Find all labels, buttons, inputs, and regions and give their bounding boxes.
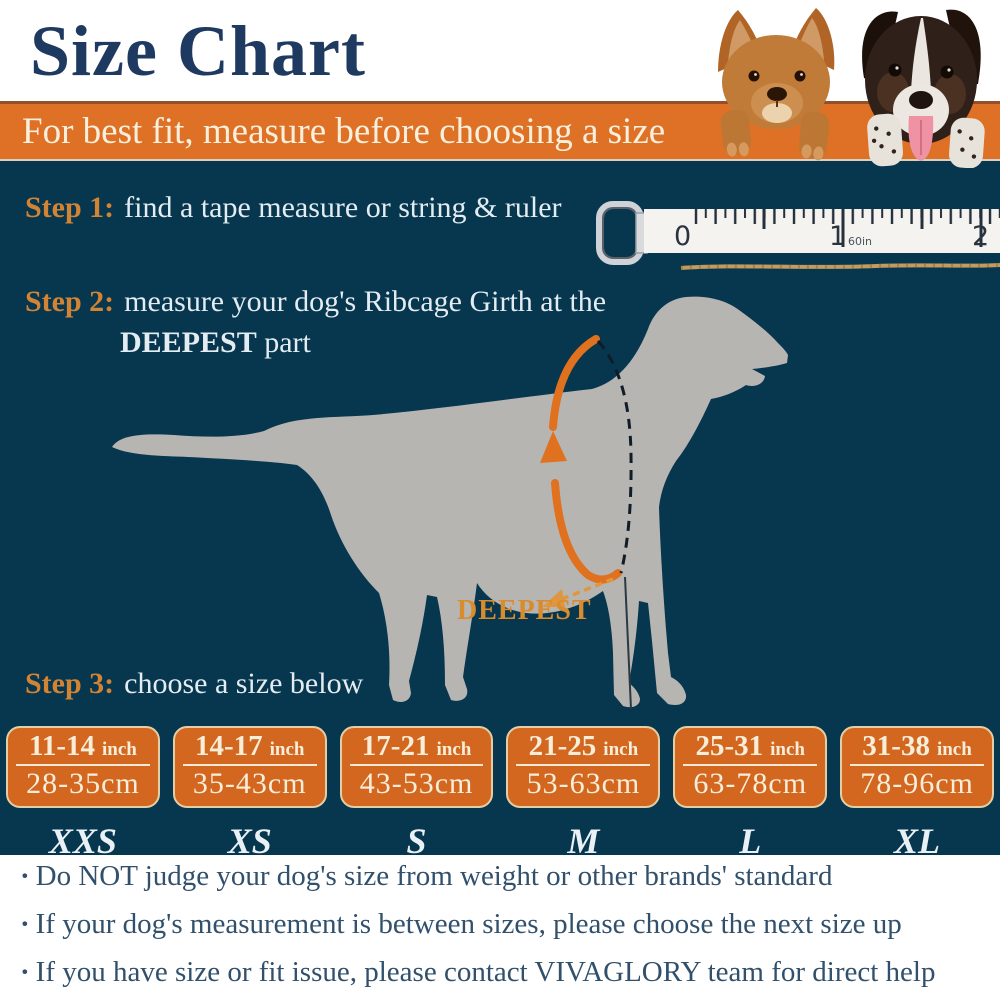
size-box-xxs: 11-14 inch 28-35cm bbox=[6, 726, 160, 808]
dog-measurement-diagram bbox=[112, 296, 788, 710]
size-letter: XXS bbox=[48, 821, 117, 861]
size-range-inch: 14-17 bbox=[194, 730, 263, 762]
size-range-inch: 25-31 bbox=[695, 730, 764, 762]
deepest-pointer-arrowhead bbox=[542, 589, 565, 607]
step-2-text-line2: DEEPEST part bbox=[120, 326, 311, 360]
size-box-m: 21-25 inch 53-63cm bbox=[506, 726, 661, 808]
banner-text: For best fit, measure before choosing a … bbox=[22, 111, 666, 152]
tape-number-2: 2 bbox=[972, 221, 989, 252]
size-range-inch: 17-21 bbox=[361, 730, 430, 762]
note-line: · If your dog's measurement is between si… bbox=[20, 908, 990, 941]
string-illustration bbox=[680, 263, 1000, 270]
footer-notes: · Do NOT judge your dog's size from weigh… bbox=[20, 860, 990, 1000]
step-1-text: find a tape measure or string & ruler bbox=[124, 191, 562, 224]
size-range-cm: 63-78cm bbox=[693, 767, 808, 800]
size-cell-s: 17-21 inch 43-53cm S bbox=[339, 726, 494, 862]
tape-measure-illustration: 0 1 60in 2 bbox=[596, 201, 1000, 270]
step-2: Step 2: measure your dog's Ribcage Girth … bbox=[25, 285, 606, 319]
size-letter: S bbox=[406, 821, 427, 861]
tape-body: 0 1 60in 2 bbox=[644, 209, 1000, 253]
size-box-xs: 14-17 inch 35-43cm bbox=[172, 726, 327, 808]
size-range-cm: 43-53cm bbox=[359, 767, 474, 800]
step-2-text-line1: measure your dog's Ribcage Girth at the bbox=[124, 285, 607, 318]
size-cell-l: 25-31 inch 63-78cm L bbox=[673, 726, 828, 862]
size-unit: inch bbox=[603, 739, 639, 760]
step-3: Step 3: choose a size below bbox=[25, 667, 363, 701]
size-range-cm: 78-96cm bbox=[860, 767, 974, 800]
bullet-glyph: · bbox=[20, 908, 30, 940]
step-2-deepest-word: DEEPEST bbox=[120, 326, 257, 359]
step-2-rest: part bbox=[256, 326, 311, 359]
size-unit: inch bbox=[936, 739, 972, 760]
girth-dashed-line bbox=[596, 340, 633, 574]
tape-number-0: 0 bbox=[674, 221, 691, 252]
size-letter: L bbox=[739, 821, 762, 861]
step-2-label: Step 2: bbox=[25, 285, 115, 318]
bullet-glyph: · bbox=[20, 860, 30, 892]
bullet-glyph: · bbox=[20, 956, 30, 988]
tape-number-1: 1 bbox=[829, 221, 846, 252]
size-range-cm: 35-43cm bbox=[192, 767, 307, 800]
size-cell-xs: 14-17 inch 35-43cm XS bbox=[172, 726, 327, 862]
note-text: Do NOT judge your dog's size from weight… bbox=[35, 860, 833, 892]
deepest-pointer-arrow bbox=[561, 577, 614, 601]
girth-arrowhead bbox=[540, 431, 567, 463]
size-cell-m: 21-25 inch 53-63cm M bbox=[506, 726, 661, 862]
size-unit: inch bbox=[770, 739, 805, 760]
step-3-label: Step 3: bbox=[25, 667, 115, 700]
dog-silhouette bbox=[112, 296, 788, 708]
banner: For best fit, measure before choosing a … bbox=[0, 101, 1000, 161]
size-range-cm: 53-63cm bbox=[526, 767, 641, 800]
note-line: · Do NOT judge your dog's size from weigh… bbox=[20, 860, 990, 893]
size-range-cm: 28-35cm bbox=[26, 767, 140, 800]
size-unit: inch bbox=[102, 739, 137, 760]
size-box-l: 25-31 inch 63-78cm bbox=[673, 726, 828, 808]
size-unit: inch bbox=[269, 739, 305, 760]
size-options-row: 11-14 inch 28-35cm XXS 14-17 inch 35-43cm … bbox=[6, 726, 994, 862]
size-range-inch: 31-38 bbox=[862, 730, 930, 762]
size-range-inch: 21-25 bbox=[528, 730, 597, 762]
note-text: If your dog's measurement is between siz… bbox=[35, 908, 902, 940]
page-title: Size Chart bbox=[30, 11, 366, 91]
step-1: Step 1: find a tape measure or string & r… bbox=[25, 191, 562, 225]
size-cell-xxs: 11-14 inch 28-35cm XXS bbox=[6, 726, 160, 862]
note-line: · If you have size or fit issue, please c… bbox=[20, 956, 990, 989]
deepest-label: DEEPEST bbox=[457, 595, 592, 626]
size-range-inch: 11-14 bbox=[28, 730, 96, 762]
tape-length-label: 60in bbox=[848, 235, 872, 248]
size-unit: inch bbox=[436, 739, 472, 760]
step-3-text: choose a size below bbox=[124, 667, 364, 700]
string-down-leg-line bbox=[624, 576, 632, 710]
size-cell-xl: 31-38 inch 78-96cm XL bbox=[840, 726, 994, 862]
tape-ring bbox=[596, 201, 648, 265]
size-box-xl: 31-38 inch 78-96cm bbox=[840, 726, 994, 808]
size-letter: XS bbox=[227, 821, 272, 861]
size-letter: M bbox=[567, 821, 600, 861]
step-1-label: Step 1: bbox=[25, 191, 115, 224]
instructions-section: Step 1: find a tape measure or string & r… bbox=[0, 161, 1000, 861]
dark-dog-photo bbox=[862, 9, 985, 168]
girth-measure-arrow bbox=[549, 335, 622, 584]
header-dogs-illustration bbox=[718, 8, 985, 168]
note-text: If you have size or fit issue, please co… bbox=[35, 956, 936, 988]
size-letter: XL bbox=[894, 821, 941, 861]
size-box-s: 17-21 inch 43-53cm bbox=[339, 726, 494, 808]
tan-dog-photo bbox=[718, 8, 835, 161]
